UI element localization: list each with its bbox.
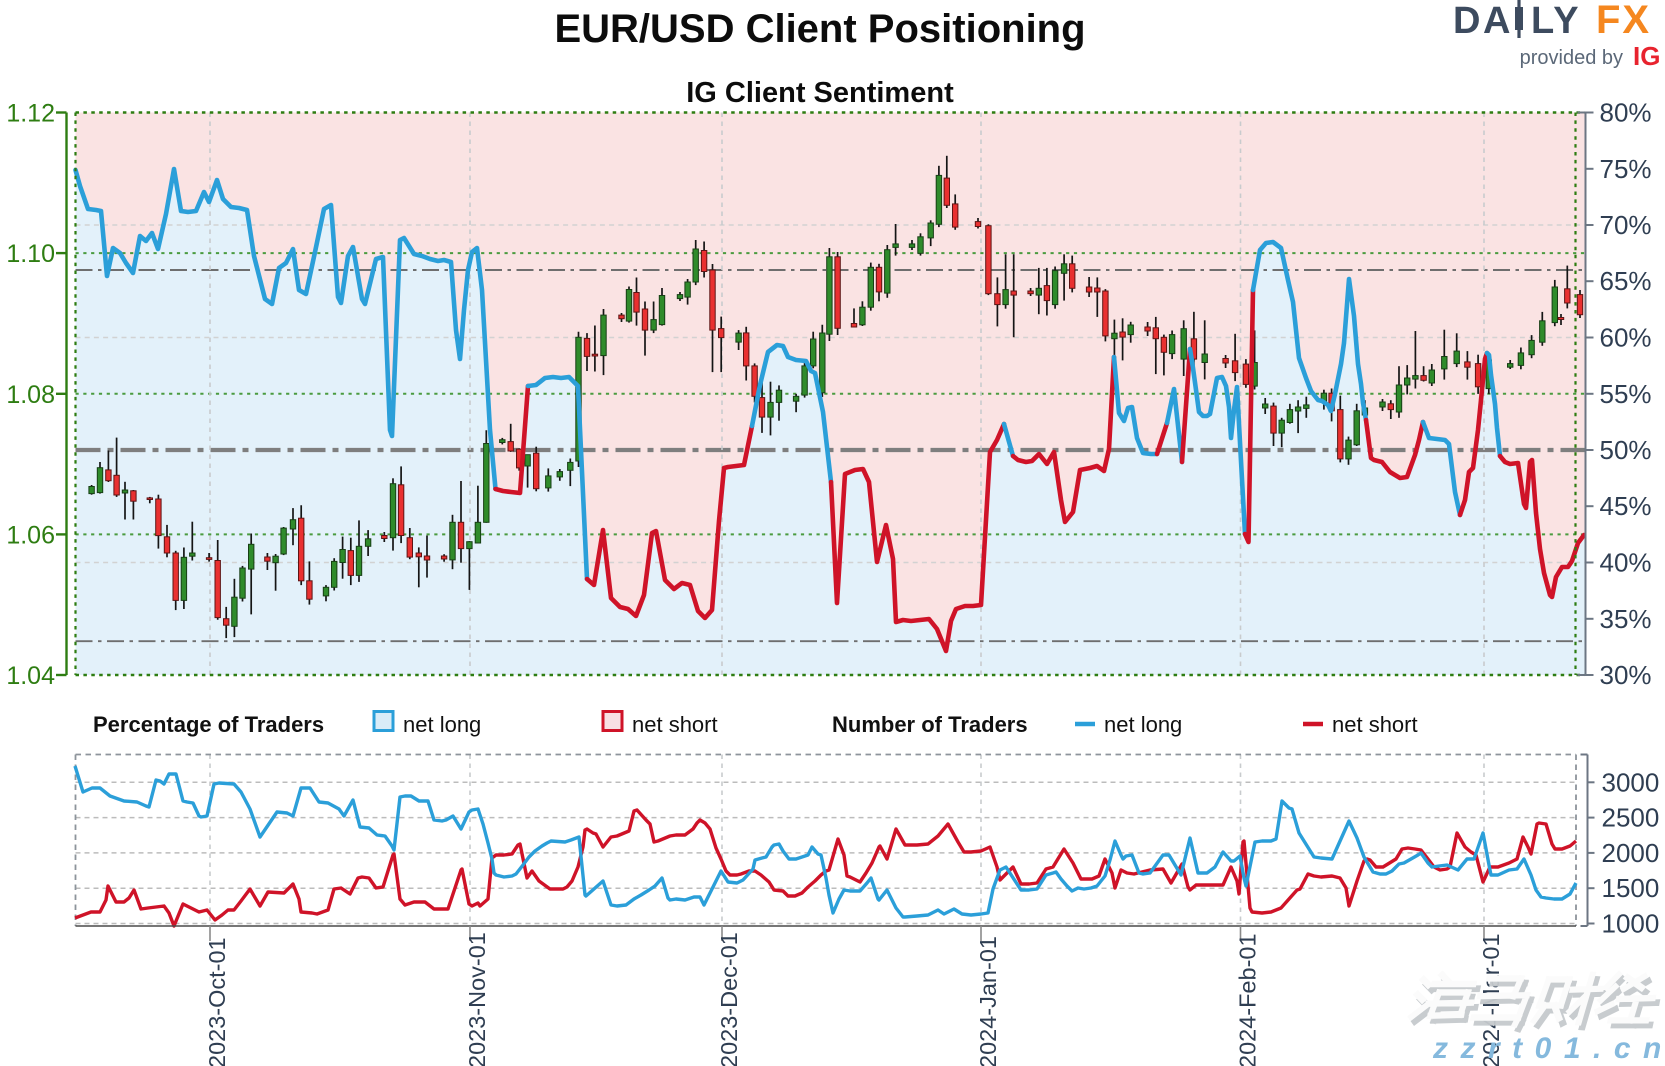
svg-text:2023-Dec-01: 2023-Dec-01 [716,932,742,1066]
svg-text:LY: LY [1531,0,1581,42]
svg-text:FX: FX [1596,0,1651,42]
svg-text:Number of Traders: Number of Traders [832,712,1028,737]
svg-text:IG Client Sentiment: IG Client Sentiment [686,77,954,109]
svg-text:net long: net long [403,712,481,737]
svg-text:35%: 35% [1600,604,1652,634]
svg-text:2024-Feb-01: 2024-Feb-01 [1235,933,1261,1066]
svg-text:DA: DA [1453,0,1513,42]
svg-text:provided by: provided by [1520,47,1623,69]
svg-text:net short: net short [632,712,718,737]
svg-text:30%: 30% [1600,660,1652,690]
svg-text:IG: IG [1633,41,1660,71]
svg-text:1.08: 1.08 [6,381,55,409]
svg-text:2000: 2000 [1602,838,1660,868]
svg-text:1000: 1000 [1602,909,1660,939]
svg-text:2023-Nov-01: 2023-Nov-01 [464,932,490,1066]
svg-text:80%: 80% [1600,98,1652,128]
svg-text:1.10: 1.10 [6,240,55,268]
svg-text:55%: 55% [1600,379,1652,409]
svg-text:2024-Jan-01: 2024-Jan-01 [975,936,1001,1066]
svg-text:Percentage of Traders: Percentage of Traders [93,712,324,737]
svg-text:3000: 3000 [1602,767,1660,797]
svg-text:1.12: 1.12 [6,100,55,128]
svg-text:50%: 50% [1600,435,1652,465]
svg-text:70%: 70% [1600,210,1652,240]
svg-text:EUR/USD Client Positioning: EUR/USD Client Positioning [554,7,1085,51]
svg-text:net short: net short [1332,712,1418,737]
svg-text:1.04: 1.04 [6,662,55,690]
svg-text:1500: 1500 [1602,873,1660,903]
svg-text:45%: 45% [1600,491,1652,521]
svg-text:net long: net long [1104,712,1182,737]
svg-text:1.06: 1.06 [6,521,55,549]
svg-text:40%: 40% [1600,548,1652,578]
svg-text:75%: 75% [1600,154,1652,184]
svg-text:2500: 2500 [1602,803,1660,833]
svg-text:60%: 60% [1600,323,1652,353]
svg-text:zzrt01.cn: zzrt01.cn [1432,1032,1665,1065]
svg-text:2023-Oct-01: 2023-Oct-01 [204,937,230,1066]
svg-text:65%: 65% [1600,266,1652,296]
